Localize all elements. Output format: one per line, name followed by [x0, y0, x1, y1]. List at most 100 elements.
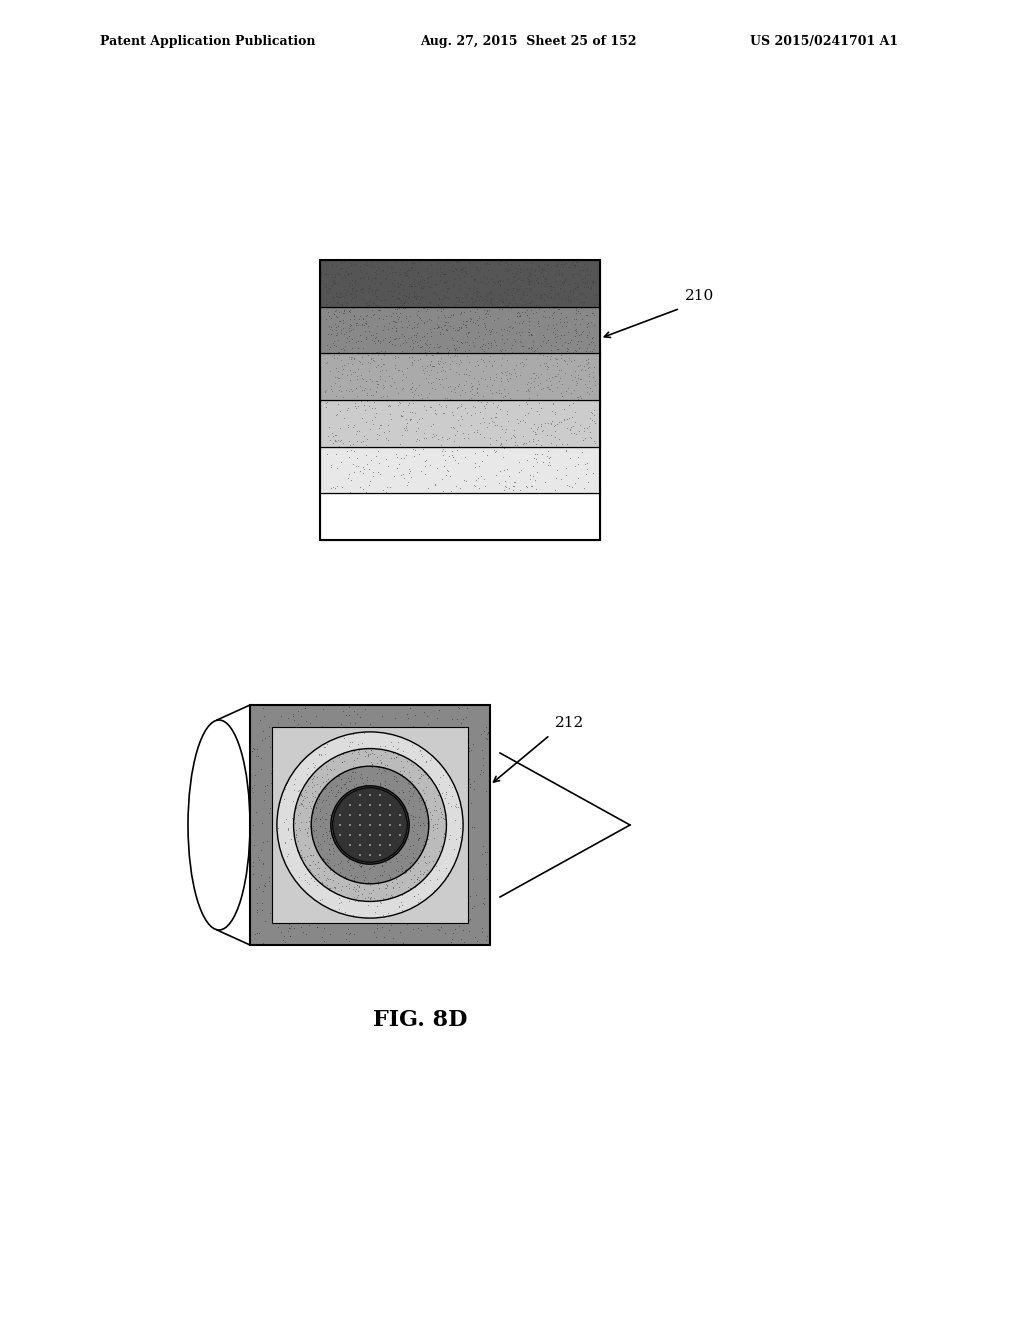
Point [345, 414, 361, 436]
Point [564, 407, 581, 428]
Point [536, 301, 552, 322]
Point [301, 713, 317, 734]
Point [362, 306, 379, 327]
Point [330, 286, 346, 308]
Point [396, 859, 413, 880]
Point [331, 367, 347, 388]
Point [421, 309, 437, 330]
Point [298, 924, 314, 945]
Point [358, 370, 375, 391]
Point [572, 385, 589, 407]
Point [400, 803, 417, 824]
Point [558, 354, 574, 375]
Point [278, 833, 294, 854]
Point [465, 817, 481, 838]
Point [383, 375, 399, 396]
Point [396, 265, 413, 286]
Point [532, 379, 549, 400]
Point [500, 411, 516, 432]
Point [325, 271, 341, 292]
Point [574, 359, 591, 380]
Point [479, 723, 496, 744]
Point [404, 771, 421, 792]
Point [436, 286, 453, 308]
Point [366, 304, 382, 325]
Point [412, 840, 428, 861]
Point [347, 313, 364, 334]
Point [373, 366, 389, 387]
Point [302, 816, 318, 837]
Point [554, 385, 570, 407]
Point [400, 346, 417, 367]
Point [340, 352, 356, 374]
Ellipse shape [188, 719, 250, 931]
Point [418, 834, 434, 855]
Point [553, 469, 569, 490]
Point [417, 312, 433, 333]
Point [475, 888, 492, 909]
Point [475, 252, 492, 273]
Point [342, 290, 358, 312]
Point [422, 801, 438, 822]
Point [457, 447, 473, 469]
Point [541, 330, 557, 351]
Point [353, 364, 370, 385]
Point [370, 257, 386, 279]
Point [375, 888, 391, 909]
Point [305, 796, 322, 817]
Point [469, 931, 485, 952]
Point [481, 305, 498, 326]
Point [532, 335, 549, 356]
Point [435, 264, 452, 285]
Point [479, 375, 496, 396]
Point [395, 292, 412, 313]
Point [409, 430, 425, 451]
Point [451, 318, 467, 339]
Point [390, 861, 407, 882]
Point [436, 272, 453, 293]
Point [483, 284, 500, 305]
Point [378, 874, 394, 895]
Point [435, 298, 452, 319]
Point [467, 296, 483, 317]
Point [365, 305, 381, 326]
Point [370, 461, 386, 482]
Point [344, 347, 360, 368]
Point [580, 276, 596, 297]
Point [463, 388, 479, 409]
Point [547, 335, 563, 356]
Point [520, 380, 537, 401]
Ellipse shape [331, 785, 410, 865]
Point [422, 455, 438, 477]
Point [558, 252, 574, 273]
Point [324, 825, 340, 846]
Point [473, 348, 489, 370]
Point [326, 334, 342, 355]
Point [504, 334, 520, 355]
Point [479, 290, 496, 312]
Point [582, 408, 598, 429]
Point [380, 903, 396, 924]
Point [392, 434, 409, 455]
Point [329, 285, 345, 306]
Point [551, 298, 567, 319]
Point [283, 915, 299, 936]
Point [556, 325, 572, 346]
Point [245, 814, 261, 836]
Point [349, 366, 366, 387]
Point [326, 863, 342, 884]
Point [418, 853, 434, 874]
Point [435, 376, 452, 397]
Point [305, 752, 322, 774]
Point [288, 717, 304, 738]
Point [569, 275, 586, 296]
Point [515, 426, 531, 447]
Point [315, 861, 332, 882]
Point [582, 341, 598, 362]
Point [390, 744, 407, 766]
Point [565, 422, 582, 444]
Point [394, 252, 411, 273]
Point [544, 400, 560, 421]
Point [567, 300, 584, 321]
Point [374, 360, 390, 381]
